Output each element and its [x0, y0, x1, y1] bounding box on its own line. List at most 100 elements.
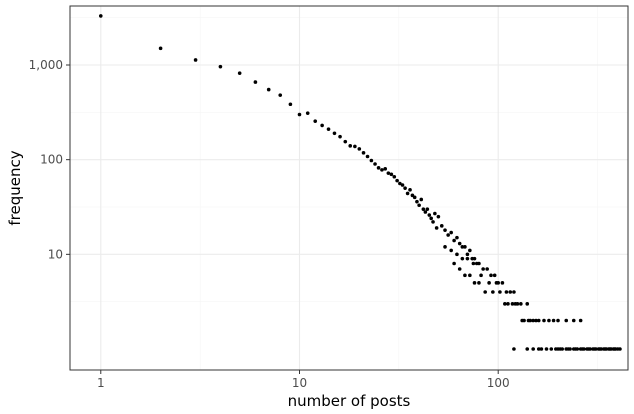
data-point: [598, 347, 602, 351]
data-point: [332, 131, 337, 136]
data-point: [487, 281, 491, 285]
data-point: [571, 318, 576, 323]
data-point: [531, 318, 535, 323]
data-point: [472, 281, 477, 285]
data-point: [369, 158, 374, 163]
y-axis-ticks: 10 100 1,000: [29, 58, 70, 261]
data-point: [449, 248, 453, 253]
data-point: [460, 245, 465, 249]
data-point: [253, 80, 258, 84]
panel-background: [70, 6, 628, 370]
data-point: [503, 302, 507, 306]
data-point: [297, 112, 302, 117]
data-point: [457, 241, 462, 246]
data-point: [520, 318, 524, 323]
data-points: [98, 14, 622, 351]
data-point: [383, 167, 388, 171]
data-point: [457, 267, 462, 271]
data-point: [278, 93, 283, 97]
data-point: [365, 154, 370, 159]
data-point: [218, 64, 223, 69]
data-point: [612, 347, 617, 351]
data-point: [519, 302, 523, 306]
data-point: [547, 318, 551, 323]
data-point: [463, 245, 467, 249]
data-point: [508, 290, 513, 294]
data-point: [571, 347, 576, 351]
data-point: [439, 224, 444, 228]
data-point: [408, 188, 412, 192]
data-point: [455, 252, 459, 257]
data-point: [603, 347, 607, 351]
data-point: [481, 267, 485, 271]
panel-border: [69, 5, 629, 371]
data-point: [425, 207, 430, 211]
data-point: [455, 235, 459, 240]
y-axis-title: frequency: [6, 150, 24, 225]
x-tick-label: 100: [487, 376, 510, 390]
data-point: [465, 256, 470, 261]
data-point: [618, 347, 622, 351]
data-point: [536, 318, 541, 323]
data-point: [348, 144, 353, 148]
data-point: [400, 183, 405, 187]
x-axis-title: number of posts: [288, 392, 411, 410]
data-point: [471, 261, 476, 266]
data-point: [578, 318, 583, 323]
data-point: [403, 186, 407, 190]
data-point: [427, 213, 432, 217]
data-point: [429, 216, 433, 221]
data-point: [542, 318, 546, 323]
data-point: [468, 248, 472, 253]
data-point: [449, 230, 453, 235]
data-point: [556, 347, 560, 351]
data-point: [415, 199, 419, 204]
data-point: [491, 290, 495, 294]
data-point: [510, 302, 515, 306]
data-point: [463, 273, 467, 278]
data-point: [158, 46, 163, 51]
data-point: [357, 147, 362, 151]
data-point: [419, 197, 424, 202]
data-point: [460, 256, 465, 261]
x-tick-label: 10: [292, 376, 307, 390]
data-point: [288, 102, 293, 107]
data-point: [405, 191, 410, 196]
data-point: [492, 273, 497, 278]
x-axis-ticks: 1 10 100: [97, 370, 510, 390]
data-point: [506, 302, 510, 306]
data-point: [443, 228, 447, 232]
data-point: [417, 203, 421, 208]
data-point: [423, 210, 428, 214]
data-point: [373, 162, 377, 166]
data-point: [468, 273, 472, 278]
data-point: [483, 290, 487, 294]
data-point: [412, 195, 417, 200]
data-point: [564, 318, 569, 323]
data-point: [452, 261, 456, 266]
data-point: [343, 139, 348, 144]
data-point: [392, 174, 397, 179]
data-point: [389, 172, 394, 177]
data-point: [549, 347, 554, 351]
data-point: [485, 267, 489, 271]
data-point: [376, 166, 381, 170]
data-point: [494, 281, 499, 285]
data-point: [586, 347, 591, 351]
data-point: [525, 347, 530, 351]
data-point: [431, 220, 435, 224]
data-point: [353, 144, 357, 149]
y-tick-label: 100: [40, 153, 63, 167]
data-point: [313, 119, 318, 123]
y-tick-label: 10: [48, 247, 63, 261]
data-point: [504, 290, 509, 294]
data-point: [193, 58, 198, 62]
data-point: [498, 290, 502, 294]
data-point: [237, 71, 242, 75]
data-point: [513, 302, 518, 306]
data-point: [500, 281, 505, 285]
data-point: [592, 347, 597, 351]
data-point: [395, 178, 399, 183]
data-point: [526, 318, 531, 323]
